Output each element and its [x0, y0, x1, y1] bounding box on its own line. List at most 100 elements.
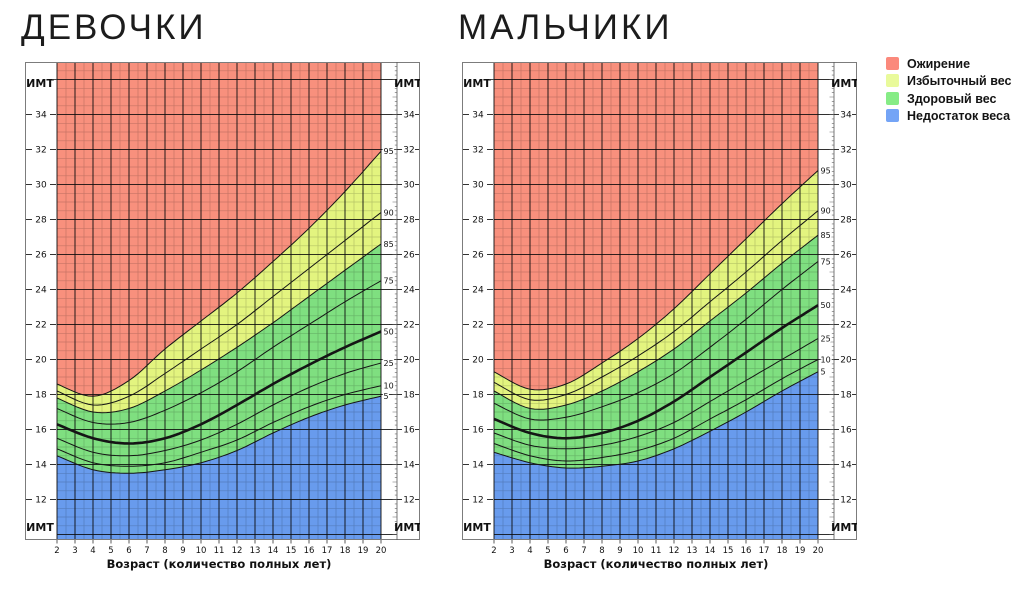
percentile-curves: [493, 170, 819, 469]
svg-text:34: 34: [403, 111, 415, 121]
svg-text:4: 4: [90, 546, 95, 556]
percentile-curve-95: [56, 150, 382, 397]
svg-text:22: 22: [35, 321, 46, 331]
svg-text:28: 28: [35, 216, 47, 226]
percentile-curve-10: [56, 385, 382, 467]
svg-text:75: 75: [821, 257, 831, 266]
svg-text:14: 14: [705, 546, 716, 556]
svg-text:ИМТ: ИМТ: [463, 77, 491, 90]
svg-text:18: 18: [35, 391, 47, 401]
y-axis-labels: 34 34 32 32 30 30 28 28 26 26 24 24 22 22 20 20 18 18 16 16…: [463, 77, 857, 534]
svg-text:14: 14: [472, 461, 484, 471]
chart-frame: [25, 62, 420, 540]
percentile-curve-90: [493, 210, 819, 401]
svg-text:32: 32: [840, 146, 851, 156]
svg-text:22: 22: [472, 321, 483, 331]
legend-label: Недостаток веса: [907, 108, 1011, 123]
svg-text:10: 10: [633, 546, 644, 556]
svg-text:20: 20: [840, 356, 852, 366]
svg-text:20: 20: [376, 546, 387, 556]
svg-text:18: 18: [777, 546, 788, 556]
svg-text:18: 18: [840, 391, 852, 401]
svg-text:10: 10: [196, 546, 207, 556]
svg-text:17: 17: [322, 546, 333, 556]
svg-text:24: 24: [472, 286, 484, 296]
svg-text:12: 12: [669, 546, 680, 556]
legend-label: Ожирение: [907, 56, 971, 71]
svg-text:ИМТ: ИМТ: [394, 521, 420, 534]
legend-label: Избыточный вес: [907, 73, 1012, 88]
percentile-curve-25: [56, 362, 382, 457]
percentile-curve-5: [56, 395, 382, 474]
svg-text:14: 14: [268, 546, 279, 556]
legend-label: Здоровый вес: [907, 91, 997, 106]
svg-text:26: 26: [840, 251, 852, 261]
boys-chart-title: МАЛЬЧИКИ: [458, 8, 673, 47]
svg-text:85: 85: [384, 240, 394, 249]
svg-text:90: 90: [384, 208, 394, 217]
svg-text:5: 5: [545, 546, 550, 556]
percentile-labels: 95 90 85 75 50 25 105: [382, 146, 395, 403]
svg-text:ИМТ: ИМТ: [26, 521, 54, 534]
svg-text:7: 7: [581, 546, 586, 556]
svg-text:13: 13: [687, 546, 698, 556]
svg-text:18: 18: [403, 391, 415, 401]
svg-text:12: 12: [403, 496, 414, 506]
svg-text:19: 19: [795, 546, 806, 556]
chart-frame: [462, 62, 857, 540]
svg-text:11: 11: [214, 546, 225, 556]
svg-text:12: 12: [840, 496, 851, 506]
svg-text:12: 12: [35, 496, 46, 506]
svg-text:30: 30: [840, 181, 852, 191]
svg-text:6: 6: [126, 546, 131, 556]
percentile-curve-75: [56, 280, 382, 425]
svg-text:90: 90: [821, 207, 831, 216]
legend-item-underweight: Недостаток веса: [886, 108, 1011, 123]
percentile-curve-10: [493, 359, 819, 462]
legend-item-obesity: Ожирение: [886, 56, 1011, 71]
x-axis-labels: 2 3 4 5 6 7 8 9 10 11 12 13 14 15 16 17 18 19 20 Возраст (к…: [491, 540, 823, 571]
svg-text:14: 14: [403, 461, 415, 471]
svg-text:24: 24: [840, 286, 852, 296]
svg-text:16: 16: [840, 426, 852, 436]
svg-text:95: 95: [821, 166, 831, 175]
percentile-curve-50: [493, 304, 819, 440]
svg-text:24: 24: [403, 286, 415, 296]
svg-text:22: 22: [403, 321, 414, 331]
svg-text:18: 18: [472, 391, 484, 401]
svg-text:25: 25: [821, 334, 831, 343]
svg-text:14: 14: [35, 461, 47, 471]
svg-text:95: 95: [384, 147, 394, 156]
svg-text:12: 12: [232, 546, 243, 556]
svg-text:16: 16: [741, 546, 752, 556]
svg-text:8: 8: [162, 546, 167, 556]
svg-text:16: 16: [472, 426, 484, 436]
svg-text:2: 2: [54, 546, 59, 556]
percentile-curves: [56, 150, 382, 474]
svg-text:ИМТ: ИМТ: [26, 77, 54, 90]
percentile-curve-50: [56, 330, 382, 445]
svg-text:26: 26: [403, 251, 415, 261]
x-axis-title: Возраст (количество полных лет): [544, 557, 769, 571]
svg-text:19: 19: [358, 546, 369, 556]
svg-text:9: 9: [617, 546, 622, 556]
grid: [493, 62, 834, 540]
underweight-swatch-icon: [886, 109, 899, 122]
svg-text:15: 15: [723, 546, 734, 556]
zone-5-85: [494, 235, 818, 469]
svg-text:50: 50: [821, 301, 831, 310]
percentile-curve-85: [493, 234, 819, 410]
svg-text:2: 2: [491, 546, 496, 556]
svg-text:ИМТ: ИМТ: [831, 521, 857, 534]
legend-item-healthy: Здоровый вес: [886, 91, 1011, 106]
percentile-curve-75: [493, 261, 819, 421]
zone-5-85: [57, 244, 381, 474]
svg-text:3: 3: [72, 546, 77, 556]
weight-category-legend: Ожирение Избыточный вес Здоровый вес Нед…: [886, 57, 1011, 126]
svg-text:10: 10: [821, 355, 831, 364]
girls-chart-title: ДЕВОЧКИ: [21, 8, 207, 47]
percentile-curve-95: [493, 170, 819, 391]
overweight-swatch-icon: [886, 74, 899, 87]
